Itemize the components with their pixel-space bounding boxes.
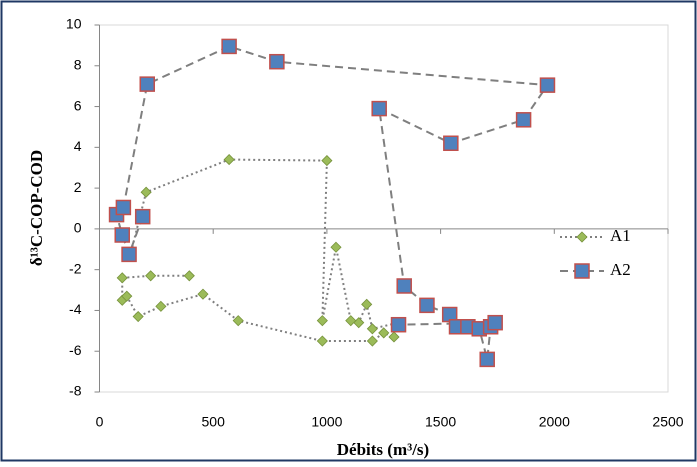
y-tick-label: 6 [74, 97, 82, 113]
point [316, 335, 328, 347]
point [487, 314, 503, 331]
x-tick-label: 1500 [425, 414, 456, 430]
point [345, 315, 357, 327]
point [134, 208, 151, 225]
point [145, 270, 157, 282]
point [269, 53, 285, 70]
legend-marker [574, 263, 590, 279]
point [316, 315, 328, 327]
x-tick-label: 2000 [539, 414, 570, 430]
y-axis-title: δ¹³C-COP-COD [27, 150, 46, 266]
point [197, 288, 209, 300]
point [321, 155, 333, 167]
point [140, 186, 152, 198]
point [232, 315, 244, 327]
point [443, 135, 459, 152]
legend-label: A2 [610, 260, 631, 279]
x-tick-label: 500 [202, 414, 226, 430]
x-tick-label: 2500 [652, 414, 683, 430]
point [115, 199, 132, 216]
point [515, 112, 532, 128]
point [388, 331, 400, 343]
y-tick-label: -8 [69, 383, 82, 399]
point [223, 154, 235, 166]
point [390, 316, 407, 333]
x-tick-label: 1000 [311, 414, 342, 430]
y-tick-label: -2 [69, 260, 82, 276]
legend-marker [576, 231, 588, 243]
point [121, 290, 133, 302]
point [396, 278, 412, 294]
y-tick-label: 2 [74, 179, 82, 195]
y-tick-label: -6 [69, 342, 82, 358]
point [366, 335, 378, 347]
y-tick-label: 8 [74, 56, 82, 72]
point [114, 227, 130, 243]
point [330, 241, 342, 253]
point [539, 77, 556, 93]
x-tick-label: 0 [96, 414, 104, 430]
point [479, 351, 495, 368]
series-line [115, 45, 550, 360]
point [139, 76, 156, 92]
y-tick-label: 10 [66, 16, 82, 32]
y-tick-label: -4 [69, 301, 82, 317]
x-axis-title: Débits (m³/s) [337, 440, 429, 459]
point [221, 38, 237, 55]
point [155, 300, 167, 312]
point [366, 323, 378, 335]
point [419, 297, 435, 314]
point [183, 270, 195, 282]
y-tick-label: 4 [74, 138, 82, 154]
point [132, 310, 144, 323]
point [361, 298, 373, 310]
legend-label: A1 [610, 226, 631, 245]
point [121, 246, 137, 263]
point [371, 100, 387, 117]
point [116, 272, 128, 284]
point [378, 327, 390, 339]
y-tick-label: 0 [74, 220, 82, 236]
